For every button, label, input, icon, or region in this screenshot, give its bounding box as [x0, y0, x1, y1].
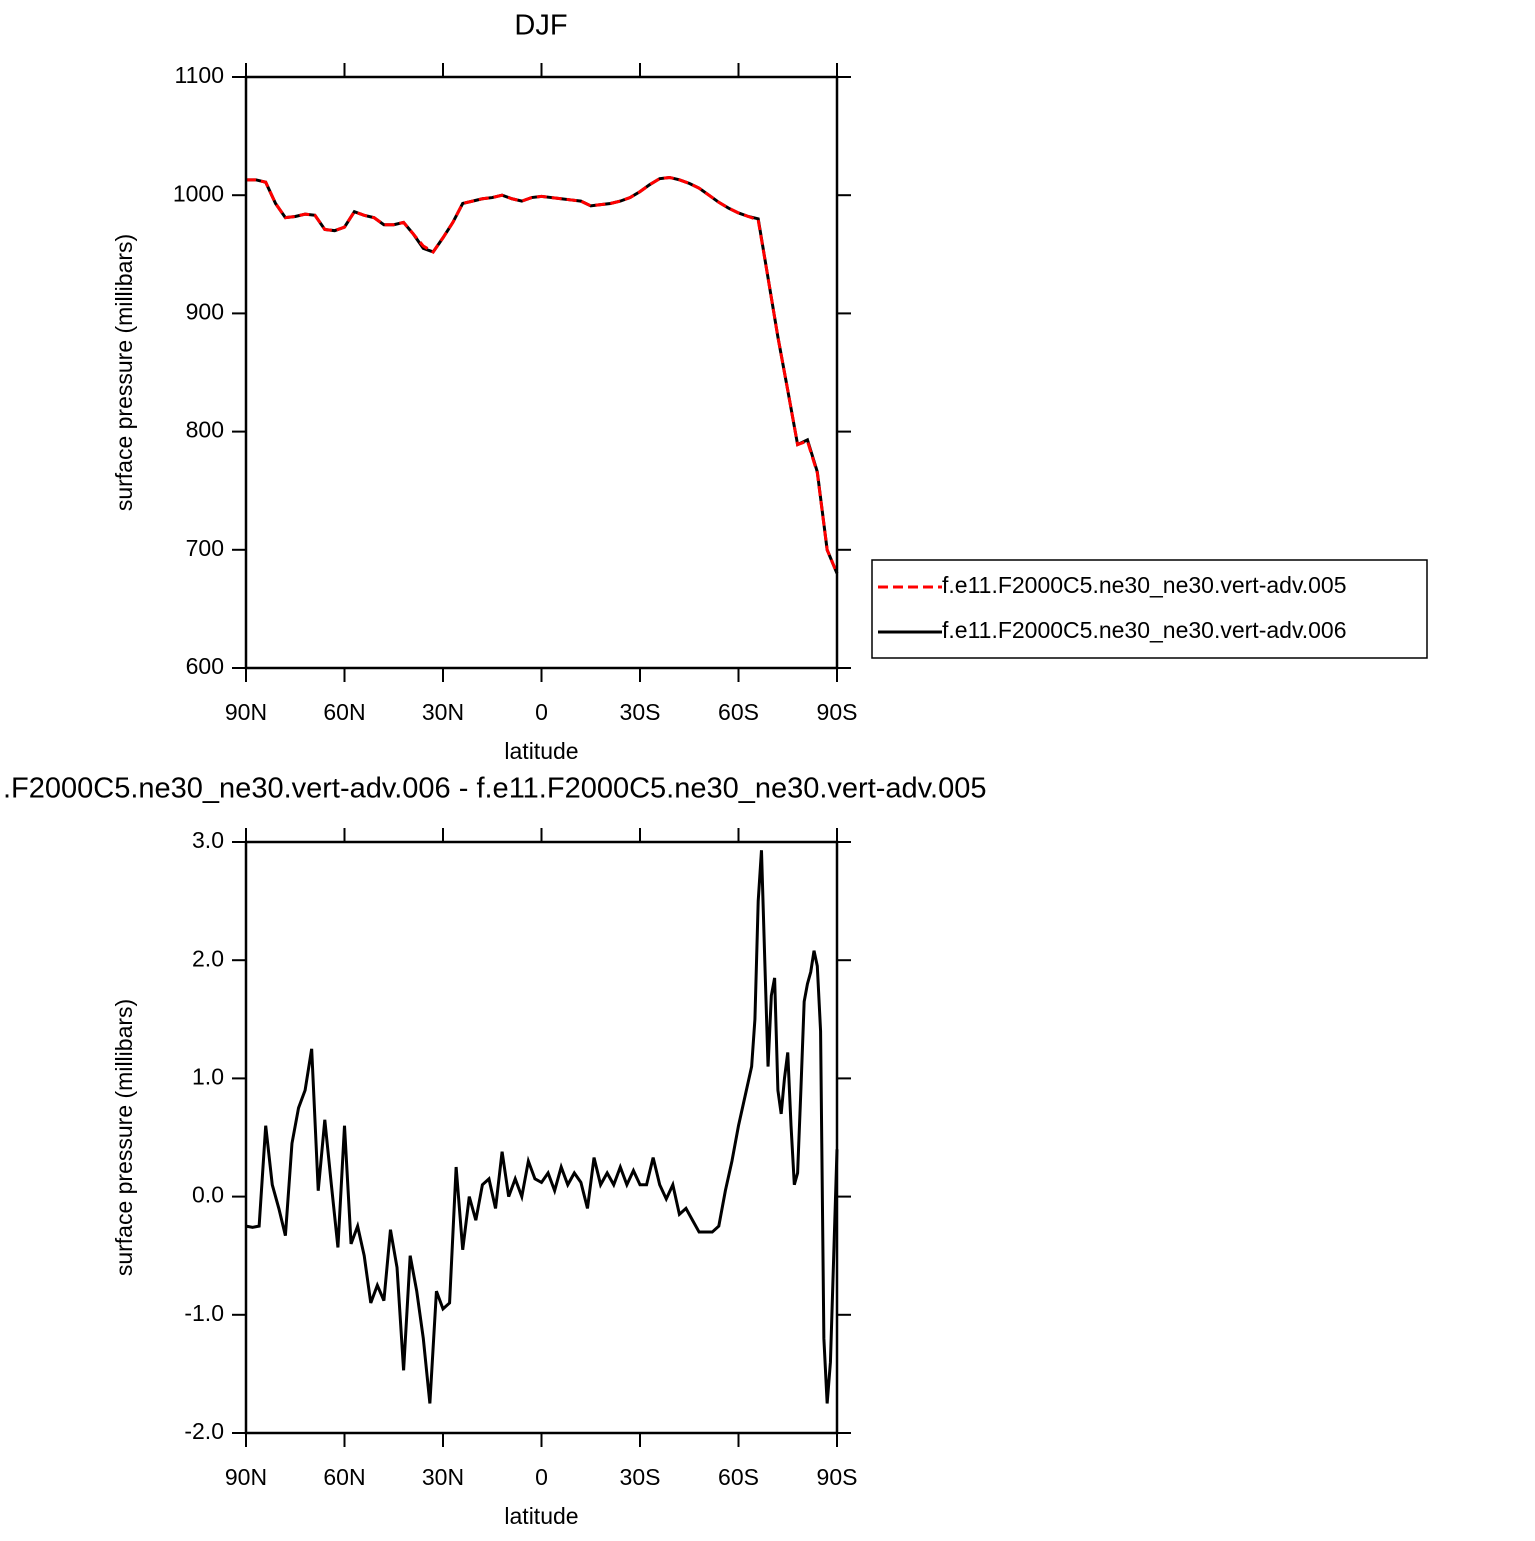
- x-tick-label: 60N: [323, 1464, 365, 1490]
- y-tick-label: 900: [186, 298, 224, 324]
- data-line: [246, 175, 839, 575]
- y-tick-label: -1.0: [184, 1300, 224, 1326]
- x-tick-label: 60S: [718, 699, 759, 725]
- y-axis-label: surface pressure (millibars): [111, 234, 137, 511]
- x-tick-label: 30N: [422, 1464, 464, 1490]
- x-tick-label: 60N: [323, 699, 365, 725]
- y-tick-label: 0.0: [192, 1182, 224, 1208]
- x-tick-label: 30S: [620, 699, 661, 725]
- y-axis-label: surface pressure (millibars): [111, 999, 137, 1276]
- legend-label: f.e11.F2000C5.ne30_ne30.vert-adv.006: [942, 617, 1347, 643]
- x-tick-label: 60S: [718, 1464, 759, 1490]
- legend-label: f.e11.F2000C5.ne30_ne30.vert-adv.005: [942, 572, 1347, 598]
- x-tick-label: 90N: [225, 1464, 267, 1490]
- y-tick-label: 800: [186, 417, 224, 443]
- y-tick-label: 2.0: [192, 945, 224, 971]
- x-axis-label: latitude: [504, 1503, 578, 1529]
- y-tick-label: 700: [186, 535, 224, 561]
- y-tick-label: -2.0: [184, 1418, 224, 1444]
- x-tick-label: 30S: [620, 1464, 661, 1490]
- data-line: [246, 175, 839, 575]
- y-tick-label: 1000: [173, 180, 224, 206]
- y-tick-label: 600: [186, 653, 224, 679]
- chart-title: DJF: [514, 10, 567, 42]
- plot-frame: [244, 840, 839, 1435]
- x-tick-label: 30N: [422, 699, 464, 725]
- x-tick-label: 90S: [817, 699, 858, 725]
- y-tick-label: 1.0: [192, 1063, 224, 1089]
- x-tick-label: 0: [535, 1464, 548, 1490]
- x-tick-label: 0: [535, 699, 548, 725]
- y-tick-label: 3.0: [192, 827, 224, 853]
- legend-box: [871, 559, 1428, 659]
- x-tick-label: 90S: [817, 1464, 858, 1490]
- plot-frame: [244, 75, 839, 670]
- x-axis-label: latitude: [504, 738, 578, 764]
- data-line: [245, 850, 839, 1404]
- y-tick-label: 1100: [175, 62, 224, 88]
- chart-title: .F2000C5.ne30_ne30.vert-adv.006 - f.e11.…: [3, 773, 986, 805]
- x-tick-label: 90N: [225, 699, 267, 725]
